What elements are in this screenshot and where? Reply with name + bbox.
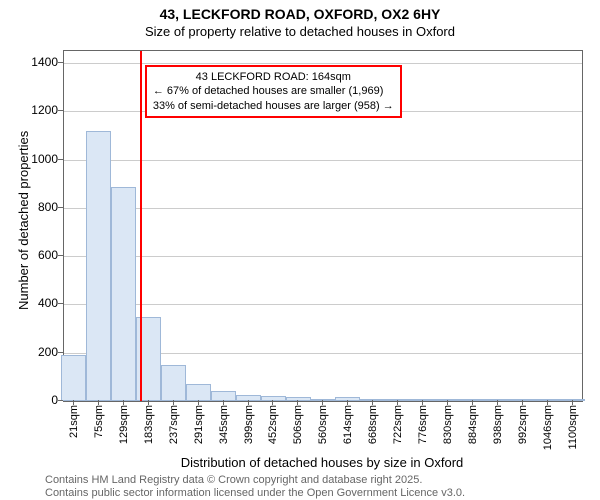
x-tick-label: 183sqm — [143, 405, 155, 460]
histogram-bar — [161, 365, 186, 401]
chart-subtitle: Size of property relative to detached ho… — [0, 24, 600, 39]
x-tick — [397, 400, 398, 405]
property-marker-line — [140, 51, 142, 401]
histogram-bar — [111, 187, 136, 401]
x-tick-label: 992sqm — [517, 405, 529, 460]
x-tick-label: 776sqm — [417, 405, 429, 460]
footer-line-1: Contains HM Land Registry data © Crown c… — [45, 474, 422, 486]
y-tick — [58, 303, 63, 304]
x-tick — [322, 400, 323, 405]
annotation-box: 43 LECKFORD ROAD: 164sqm← 67% of detache… — [145, 65, 402, 118]
y-tick-label: 1400 — [18, 55, 58, 69]
x-tick-label: 291sqm — [193, 405, 205, 460]
x-tick — [173, 400, 174, 405]
x-tick-label: 345sqm — [218, 405, 230, 460]
y-tick-label: 1200 — [18, 103, 58, 117]
x-tick-label: 884sqm — [467, 405, 479, 460]
histogram-chart: 43, LECKFORD ROAD, OXFORD, OX2 6HY Size … — [0, 0, 600, 500]
x-tick — [572, 400, 573, 405]
x-tick — [472, 400, 473, 405]
x-tick — [522, 400, 523, 405]
x-tick — [297, 400, 298, 405]
y-tick — [58, 62, 63, 63]
histogram-bar — [236, 395, 261, 401]
x-tick — [347, 400, 348, 405]
x-tick-label: 722sqm — [392, 405, 404, 460]
footer-line-2: Contains public sector information licen… — [45, 487, 465, 499]
histogram-bar — [460, 399, 485, 401]
x-tick — [497, 400, 498, 405]
x-tick-label: 506sqm — [292, 405, 304, 460]
annotation-line: 33% of semi-detached houses are larger (… — [153, 99, 394, 113]
y-tick-label: 800 — [18, 200, 58, 214]
x-tick-label: 399sqm — [243, 405, 255, 460]
annotation-line: 43 LECKFORD ROAD: 164sqm — [153, 70, 394, 84]
y-tick-label: 1000 — [18, 152, 58, 166]
x-tick-label: 21sqm — [68, 405, 80, 460]
x-tick — [447, 400, 448, 405]
x-tick — [223, 400, 224, 405]
histogram-bar — [510, 399, 535, 401]
histogram-bar — [61, 355, 86, 401]
y-tick — [58, 207, 63, 208]
y-tick-label: 0 — [18, 393, 58, 407]
x-tick-label: 614sqm — [342, 405, 354, 460]
x-tick — [123, 400, 124, 405]
x-tick-label: 830sqm — [442, 405, 454, 460]
histogram-bar — [485, 399, 510, 401]
x-tick-label: 560sqm — [317, 405, 329, 460]
x-tick-label: 1100sqm — [567, 405, 579, 460]
x-tick — [272, 400, 273, 405]
x-tick-label: 938sqm — [492, 405, 504, 460]
x-tick-label: 237sqm — [168, 405, 180, 460]
y-tick — [58, 159, 63, 160]
histogram-bar — [86, 131, 111, 401]
x-tick — [98, 400, 99, 405]
y-tick — [58, 255, 63, 256]
y-tick-label: 200 — [18, 345, 58, 359]
histogram-bar — [286, 397, 311, 401]
x-tick — [422, 400, 423, 405]
x-tick — [248, 400, 249, 405]
x-tick — [148, 400, 149, 405]
y-tick-label: 600 — [18, 248, 58, 262]
x-tick — [547, 400, 548, 405]
x-tick — [198, 400, 199, 405]
y-tick-label: 400 — [18, 296, 58, 310]
x-tick-label: 668sqm — [367, 405, 379, 460]
y-tick — [58, 400, 63, 401]
y-tick — [58, 352, 63, 353]
histogram-bar — [410, 399, 435, 401]
annotation-line: ← 67% of detached houses are smaller (1,… — [153, 84, 394, 98]
histogram-bar — [385, 399, 410, 401]
histogram-bar — [360, 399, 385, 401]
histogram-bar — [261, 396, 286, 401]
histogram-bar — [535, 399, 560, 401]
x-tick-label: 452sqm — [267, 405, 279, 460]
y-tick — [58, 110, 63, 111]
x-tick — [372, 400, 373, 405]
histogram-bar — [335, 397, 360, 401]
x-tick-label: 129sqm — [118, 405, 130, 460]
x-tick-label: 1046sqm — [542, 405, 554, 460]
histogram-bar — [186, 384, 211, 401]
chart-title: 43, LECKFORD ROAD, OXFORD, OX2 6HY — [0, 6, 600, 22]
x-tick-label: 75sqm — [93, 405, 105, 460]
x-tick — [73, 400, 74, 405]
